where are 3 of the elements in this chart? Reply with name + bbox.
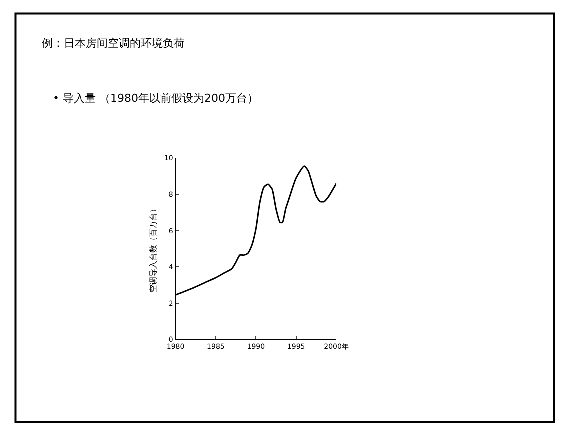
chart-subtitle: • 导入量 （1980年以前假设为200万台） — [53, 92, 258, 105]
chart-title: 例：日本房间空调的环境负荷 — [42, 37, 185, 50]
y-axis-title: 空调导入台数（百万台） — [149, 204, 158, 293]
